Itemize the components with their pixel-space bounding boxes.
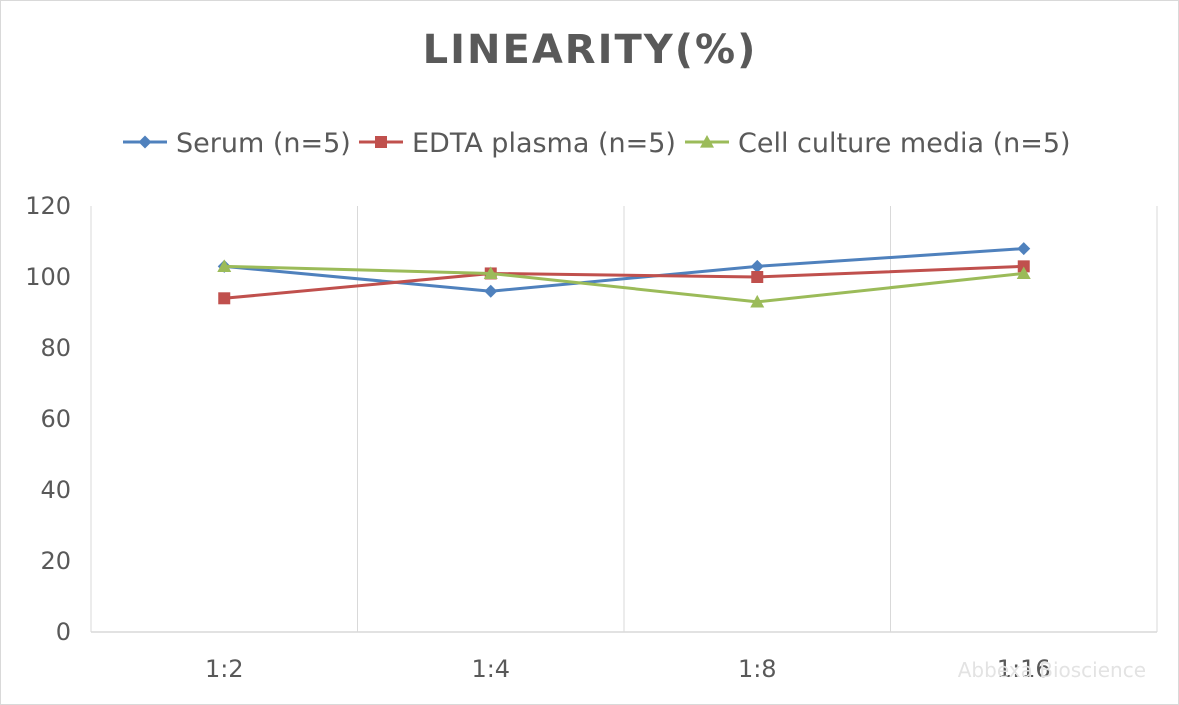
y-tick-label: 100 [25,263,71,291]
legend-item: Serum (n=5) [123,128,351,159]
data-point-marker [751,271,764,283]
y-tick-label: 20 [40,547,71,575]
y-tick-label: 60 [40,405,71,433]
chart-title: LINEARITY(%) [423,27,758,73]
data-point-marker [218,292,231,305]
legend-label: Cell culture media (n=5) [738,128,1071,159]
data-point-marker [750,294,765,308]
x-tick-label: 1:2 [205,655,244,683]
data-point-marker [1017,242,1031,256]
x-tick-label: 1:8 [738,655,777,683]
chart-legend: Serum (n=5) EDTA plasma (n=5) Cell culture… [123,128,1071,159]
chart-grid [90,206,1158,632]
series-line [224,264,1024,304]
x-tick-label: 1:16 [997,655,1051,683]
y-axis-ticks: 0 20 40 60 80 100 120 [25,192,71,646]
data-point-marker [484,284,498,298]
legend-marker [138,135,152,149]
data-point-marker [1017,260,1030,273]
chart-series [217,242,1031,308]
x-tick-label: 1:4 [471,655,510,683]
data-point-marker [750,259,764,273]
legend-item: EDTA plasma (n=5) [359,128,676,159]
y-tick-label: 0 [56,618,71,646]
series-0 [217,242,1031,298]
series-line [224,247,1024,293]
legend-label: Serum (n=5) [176,128,351,159]
y-tick-label: 80 [40,334,71,362]
data-point-marker [483,266,498,280]
legend-label: EDTA plasma (n=5) [412,128,676,159]
data-point-marker [217,259,232,272]
legend-item: Cell culture media (n=5) [685,128,1071,159]
x-axis-ticks: 1:2 1:4 1:8 1:16 [205,655,1051,683]
series-2 [217,259,1031,308]
legend-marker [375,136,387,148]
watermark: Abbexa Bioscience [958,658,1146,682]
series-line [224,264,1024,300]
data-point-marker [1016,266,1031,280]
y-tick-label: 120 [25,192,71,220]
y-tick-label: 40 [40,476,71,504]
legend-marker [700,135,714,148]
